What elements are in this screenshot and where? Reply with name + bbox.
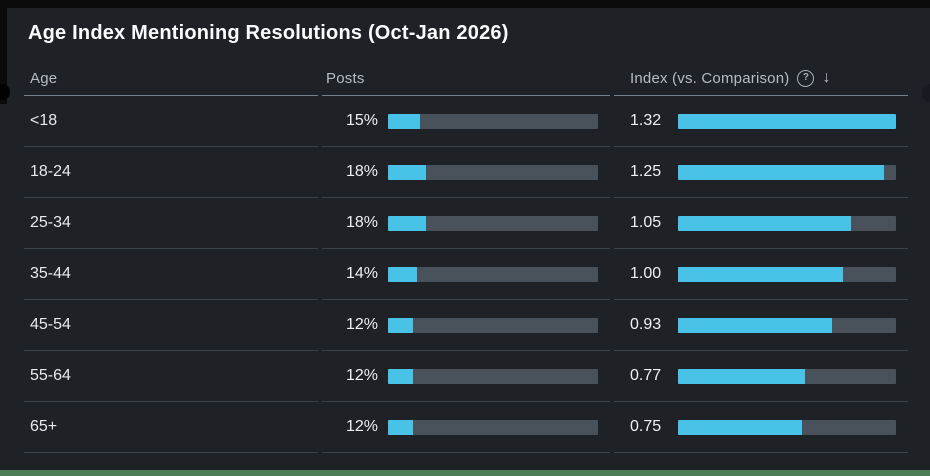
index-bar-track (678, 317, 896, 333)
index-bar-fill (678, 317, 832, 333)
bottom-accent-strip (0, 470, 930, 476)
posts-bar-fill (388, 164, 426, 180)
index-bar-fill (678, 419, 802, 435)
posts-bar-track (388, 266, 598, 282)
posts-bar-track (388, 368, 598, 384)
index-value: 0.75 (630, 418, 662, 435)
help-icon[interactable]: ? (797, 69, 815, 87)
posts-bar-track (388, 317, 598, 333)
age-label: 35-44 (30, 265, 71, 282)
index-value: 1.05 (630, 214, 662, 231)
column-header-posts: Posts (322, 70, 610, 96)
index-bar-fill (678, 266, 844, 282)
sort-descending-icon[interactable]: ↓ (822, 69, 831, 86)
age-label: 45-54 (30, 316, 71, 333)
index-bar-track (678, 215, 896, 231)
index-bar-track (678, 368, 896, 384)
posts-bar-track (388, 419, 598, 435)
table-row: 45-54 12% 0.93 (24, 300, 908, 351)
posts-percent-value: 15% (345, 112, 378, 129)
posts-percent-value: 12% (345, 418, 378, 435)
posts-percent-value: 18% (345, 214, 378, 231)
posts-bar-track (388, 113, 598, 129)
table-row: 25-34 18% 1.05 (24, 198, 908, 249)
top-frame-bar (0, 0, 930, 8)
index-bar-track (678, 266, 896, 282)
index-value: 0.93 (630, 316, 662, 333)
posts-bar-fill (388, 215, 426, 231)
left-frame-bar (0, 0, 7, 104)
posts-percent-value: 14% (345, 265, 378, 282)
posts-percent-value: 12% (345, 316, 378, 333)
index-value: 1.25 (630, 163, 662, 180)
table-header-row: Age Posts Index (vs. Comparison) ? ↓ (24, 45, 908, 96)
index-value: 1.00 (630, 265, 662, 282)
column-header-index-label: Index (vs. Comparison) (630, 69, 790, 87)
posts-bar-fill (388, 419, 414, 435)
index-value: 0.77 (630, 367, 662, 384)
posts-bar-track (388, 215, 598, 231)
column-header-posts-label: Posts (326, 70, 365, 87)
table-row: 18-24 18% 1.25 (24, 147, 908, 198)
index-bar-fill (678, 113, 896, 129)
index-bar-fill (678, 368, 806, 384)
right-edge-nav-notch[interactable] (922, 84, 930, 102)
table-row: 65+ 12% 0.75 (24, 402, 908, 453)
index-bar-track (678, 164, 896, 180)
index-bar-fill (678, 215, 852, 231)
age-index-table: Age Posts Index (vs. Comparison) ? ↓ <18… (24, 45, 908, 453)
age-label: 25-34 (30, 214, 71, 231)
posts-percent-value: 18% (345, 163, 378, 180)
index-bar-track (678, 419, 896, 435)
age-label: 55-64 (30, 367, 71, 384)
posts-bar-fill (388, 113, 420, 129)
posts-bar-track (388, 164, 598, 180)
left-edge-nav-notch[interactable] (0, 84, 10, 100)
posts-percent-value: 12% (345, 367, 378, 384)
page-title: Age Index Mentioning Resolutions (Oct-Ja… (28, 22, 509, 44)
table-row: 35-44 14% 1.00 (24, 249, 908, 300)
table-body: <18 15% 1.32 18-24 18% (24, 96, 908, 453)
column-header-age-label: Age (30, 70, 58, 87)
posts-bar-fill (388, 266, 418, 282)
posts-bar-fill (388, 317, 414, 333)
age-label: 18-24 (30, 163, 71, 180)
column-header-index: Index (vs. Comparison) ? ↓ (614, 69, 908, 96)
age-label: <18 (30, 112, 58, 129)
index-bar-track (678, 113, 896, 129)
column-header-age: Age (24, 70, 318, 96)
table-row: <18 15% 1.32 (24, 96, 908, 147)
table-row: 55-64 12% 0.77 (24, 351, 908, 402)
index-value: 1.32 (630, 112, 662, 129)
posts-bar-fill (388, 368, 414, 384)
index-bar-fill (678, 164, 885, 180)
age-label: 65+ (30, 418, 58, 435)
